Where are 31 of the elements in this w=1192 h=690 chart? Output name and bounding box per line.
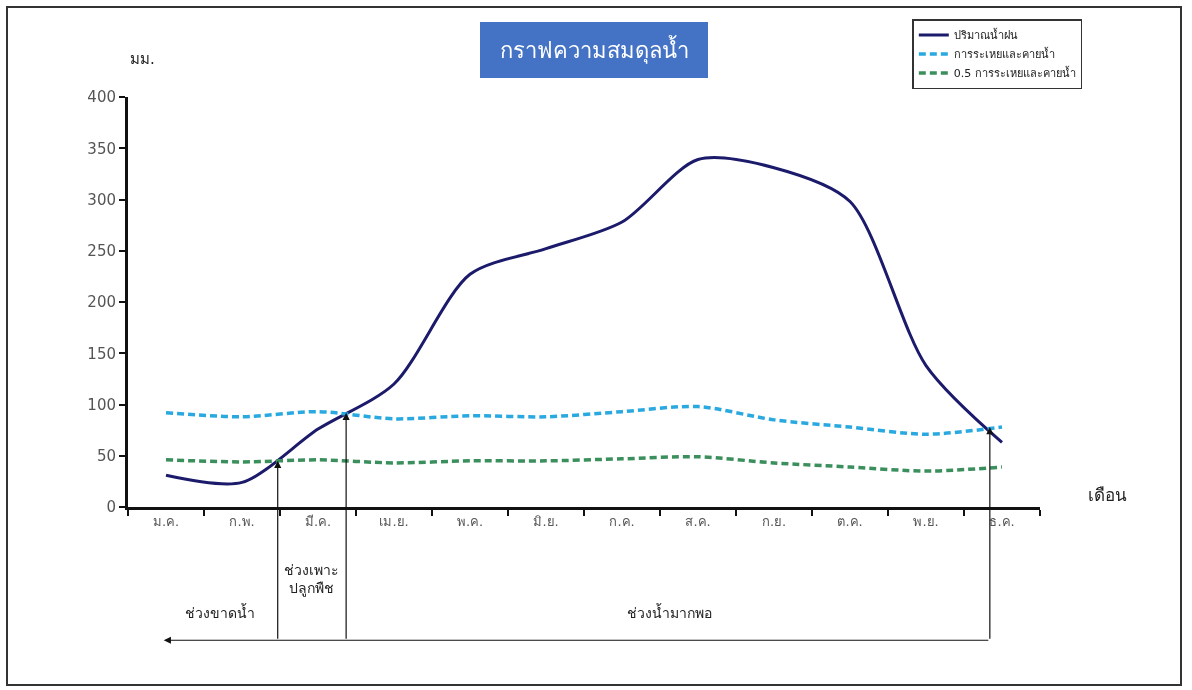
y-tick-label: 0 [106, 498, 116, 517]
line-series [164, 404, 1004, 436]
text: ช่วงขาดน้ำ [185, 603, 255, 621]
x-tick-label: เม.ย. [379, 513, 409, 529]
y-tick-label: 100 [87, 395, 116, 414]
x-tick-label: ต.ค. [837, 513, 863, 529]
y-tick-label: 350 [87, 139, 116, 158]
text: ช่วงเพาะ ปลูกพืช [284, 562, 339, 598]
x-tick-label: ม.ค. [152, 513, 180, 529]
legend-label: ปริมาณน้ำฝน [953, 27, 1018, 43]
x-tick-label: ส.ค. [685, 513, 711, 529]
legend-label: การระเหยและคายน้ำ [953, 46, 1055, 62]
y-tick-label: 300 [87, 190, 116, 209]
legend-label: 0.5 การระเหยและคายน้ำ [953, 65, 1076, 81]
y-tick-label: 400 [87, 88, 116, 107]
x-tick-label: ก.ย. [761, 513, 787, 529]
y-axis-title: มม. [130, 50, 155, 68]
y-tick-label: 50 [96, 447, 116, 465]
chart-title: กราฟความสมดุลน้ำ [480, 22, 708, 78]
y-tick-label: 250 [87, 242, 116, 260]
text: ช่วงน้ำมากพอ [627, 603, 712, 621]
x-axis-title: เดือน [1088, 485, 1127, 505]
x-tick-label: พ.ค. [456, 513, 484, 529]
y-tick-label: 150 [87, 344, 116, 363]
x-tick-label: มิ.ย. [533, 513, 559, 529]
y-tick-label: 200 [87, 293, 116, 312]
x-tick-label: ก.พ. [229, 513, 255, 529]
x-tick-label: พ.ย. [913, 513, 939, 529]
x-tick-label: ก.ค. [609, 513, 635, 529]
line-series [164, 454, 1004, 473]
x-tick-label: มี.ค. [304, 513, 332, 529]
